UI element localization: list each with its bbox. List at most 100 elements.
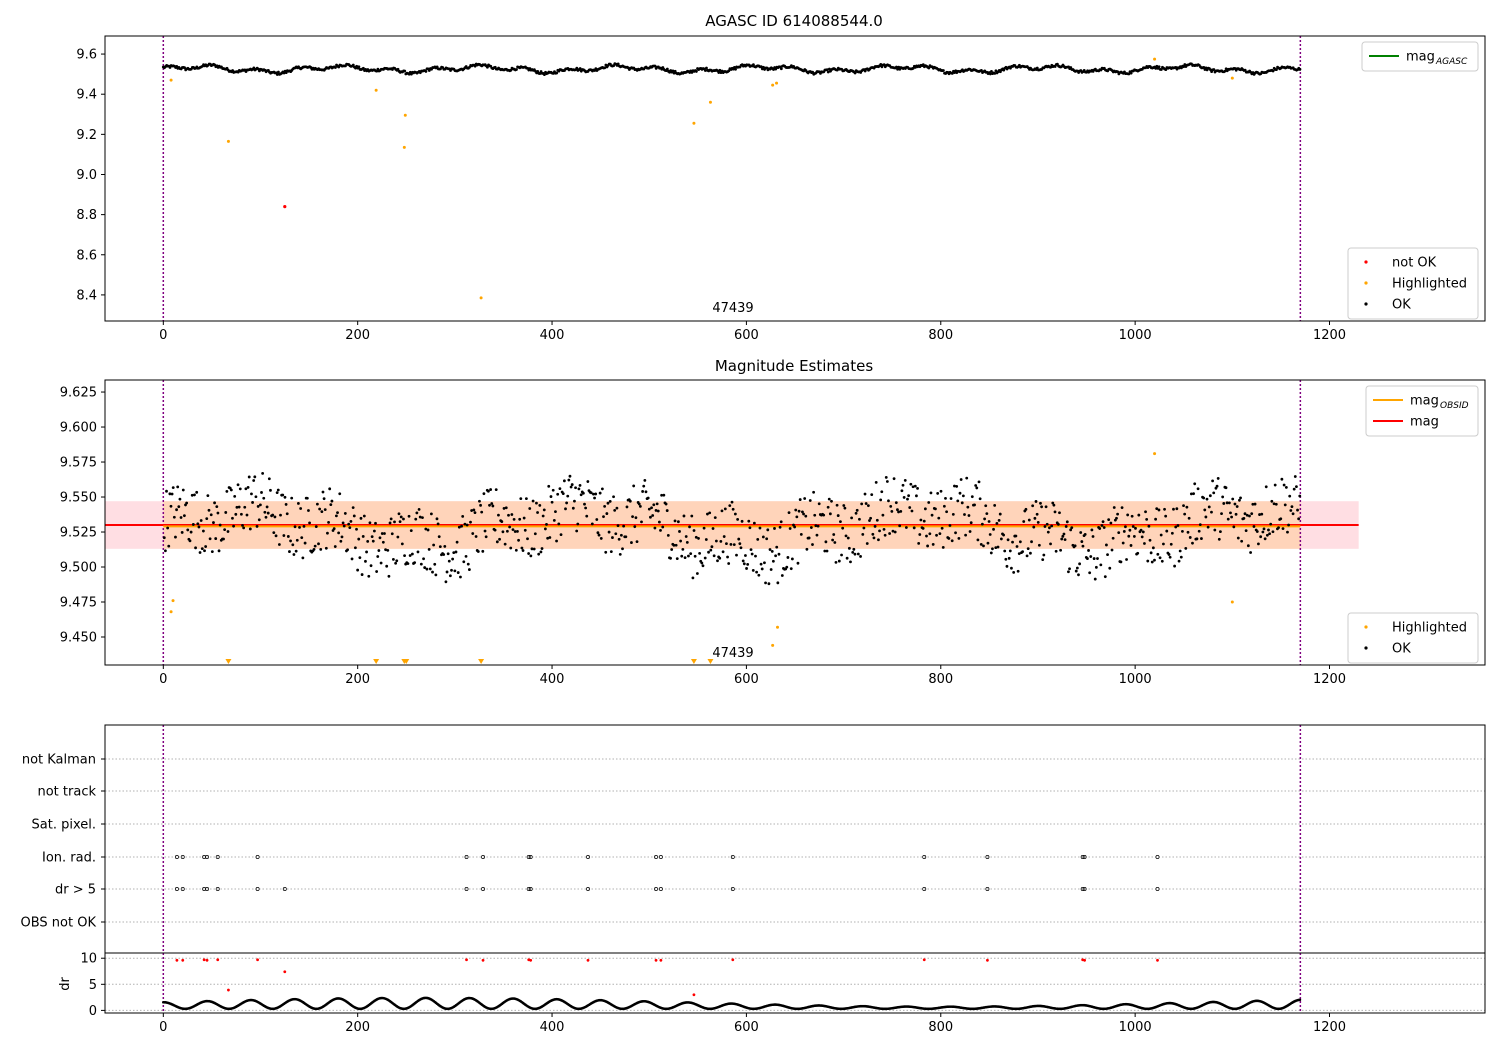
ok-point (761, 535, 765, 539)
ion-rad-flag-point (922, 855, 927, 859)
ok-point (447, 559, 451, 563)
ok-point (1277, 526, 1280, 530)
ok-point (1035, 512, 1039, 516)
dr-flagged-point (986, 958, 989, 962)
ok-point (1281, 527, 1285, 530)
ok-point (925, 534, 928, 538)
highlighted-point (771, 83, 775, 87)
legend-label: OK (1392, 642, 1411, 657)
ok-point (913, 484, 917, 488)
ok-point (250, 492, 253, 496)
ok-point (288, 550, 291, 553)
ok-point (958, 491, 962, 495)
ok-point (758, 526, 762, 530)
flag-category-label: OBS not OK (21, 916, 97, 931)
flag-category-label: dr > 5 (55, 883, 96, 898)
ok-point (756, 537, 760, 541)
x-tick-label: 1200 (1313, 672, 1346, 687)
ok-point (470, 509, 474, 512)
ok-point (290, 496, 294, 500)
ok-point (653, 526, 657, 530)
ok-point (479, 503, 482, 507)
dr-flagged-point (256, 958, 259, 962)
ok-point (1255, 530, 1259, 533)
ok-point (615, 506, 619, 510)
x-tick-label: 800 (928, 1020, 953, 1035)
ok-point (539, 550, 543, 554)
legend-box (1347, 612, 1479, 664)
dr-flagged-point (1083, 958, 1087, 962)
highlighted-point (1153, 452, 1157, 456)
ok-point (1018, 540, 1022, 544)
ok-point (1131, 525, 1135, 528)
flag-category-label: Sat. pixel. (32, 818, 96, 833)
ok-point (893, 530, 897, 534)
ok-point (484, 535, 488, 539)
panel4-y-label: dr (58, 977, 73, 991)
ok-point (836, 514, 840, 517)
ok-point (902, 496, 906, 499)
ok-point (592, 492, 595, 496)
ok-point (342, 524, 346, 528)
ok-point (376, 555, 380, 558)
ok-point (727, 69, 731, 73)
ok-point (721, 550, 725, 554)
ok-point (551, 488, 555, 492)
ok-point (1292, 487, 1296, 491)
ok-point (271, 513, 275, 517)
ok-point (789, 567, 793, 571)
x-tick-label: 400 (540, 328, 565, 343)
ok-point (773, 527, 776, 530)
ok-point (1283, 503, 1287, 507)
ok-point (253, 475, 257, 479)
y-tick-label: 9.600 (60, 421, 97, 436)
ok-point (1297, 517, 1301, 521)
x-tick-label: 400 (540, 1020, 565, 1035)
ok-point (703, 556, 707, 560)
ok-point (853, 71, 857, 75)
ok-point (522, 516, 526, 520)
ok-point (919, 518, 923, 522)
ok-point (770, 549, 774, 553)
ok-point (776, 581, 780, 585)
ok-point (906, 497, 909, 501)
ion-rad-flag-point (526, 855, 531, 859)
ok-point (725, 542, 728, 545)
ok-point (162, 536, 166, 540)
ion-rad-flag-point (205, 855, 209, 859)
ok-point (865, 542, 869, 545)
ok-point (979, 68, 983, 72)
ok-point (779, 67, 783, 71)
ok-point (831, 538, 835, 542)
ok-point (755, 570, 759, 574)
ok-point (1025, 554, 1029, 558)
ok-point (529, 554, 533, 558)
ok-point (403, 554, 406, 558)
ok-point (388, 521, 392, 525)
ok-point (1195, 537, 1199, 541)
ok-point (995, 522, 999, 525)
dr5-flag-point (654, 887, 658, 891)
ok-point (948, 524, 952, 527)
ok-point (1145, 517, 1149, 521)
ok-point (204, 545, 208, 548)
ok-point (491, 504, 495, 508)
ok-point (397, 512, 401, 516)
ok-point (717, 71, 721, 74)
ok-point (1008, 549, 1012, 553)
ok-point (1262, 527, 1266, 531)
ok-point (827, 497, 831, 501)
ok-point (977, 480, 981, 484)
highlighted-point (169, 78, 173, 82)
ok-point (207, 508, 211, 512)
ok-point (396, 67, 400, 71)
ok-point (1233, 502, 1237, 506)
ok-point (1257, 542, 1260, 546)
ok-point (804, 514, 808, 518)
ok-point (1052, 503, 1056, 507)
ok-point (1059, 548, 1063, 552)
ok-point (456, 571, 460, 574)
ok-point (765, 537, 769, 541)
highlighted-point (708, 100, 712, 104)
